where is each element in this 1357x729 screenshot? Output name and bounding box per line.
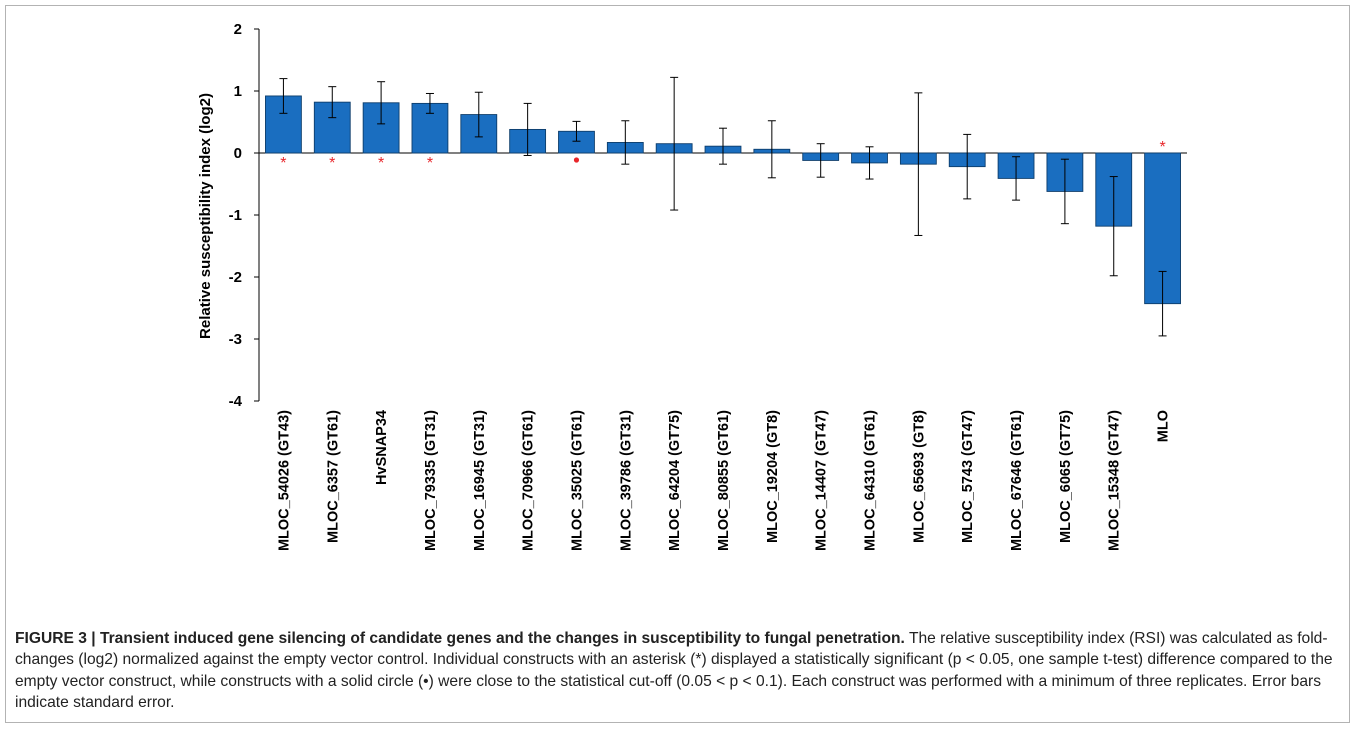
category-label: MLOC_39786 (GT31) xyxy=(618,410,634,551)
significance-asterisk: * xyxy=(329,155,335,172)
category-label: MLOC_19204 (GT8) xyxy=(765,410,781,543)
y-tick-label: -3 xyxy=(229,331,242,348)
error-bars xyxy=(279,76,1167,337)
significance-asterisk: * xyxy=(1159,139,1165,156)
category-label: MLOC_54026 (GT43) xyxy=(276,410,292,551)
category-label: MLOC_70966 (GT61) xyxy=(521,410,537,551)
y-axis-label: Relative susceptibility index (log2) xyxy=(197,93,214,339)
category-label: MLOC_6357 (GT61) xyxy=(325,410,341,543)
category-label: MLOC_65693 (GT8) xyxy=(911,410,927,543)
near-significance-dot xyxy=(573,157,580,163)
y-tick-label: 2 xyxy=(234,21,242,38)
bar-chart: 210-1-2-3-4 * * * ** MLOC_54026 (GT43) MLOC_… xyxy=(197,21,1187,551)
category-label: MLO xyxy=(1156,410,1172,442)
category-label: MLOC_5743 (GT47) xyxy=(960,410,976,543)
figure-frame xyxy=(5,5,1350,723)
category-label: MLOC_64310 (GT61) xyxy=(863,410,879,551)
category-label: MLOC_15348 (GT47) xyxy=(1107,410,1123,551)
category-label: MLOC_6065 (GT75) xyxy=(1058,410,1074,543)
bars xyxy=(265,95,1181,305)
y-tick-label: -4 xyxy=(229,393,243,410)
caption-text: The relative susceptibility index (RSI) … xyxy=(15,630,1333,711)
category-label: MLOC_16945 (GT31) xyxy=(472,410,488,551)
y-tick-label: -1 xyxy=(229,207,242,224)
y-tick-label: 0 xyxy=(234,145,242,162)
significance-asterisk: * xyxy=(427,155,433,172)
category-label: MLOC_14407 (GT47) xyxy=(814,410,830,551)
significance-asterisk: * xyxy=(280,155,286,172)
significance-markers: * * * * * xyxy=(280,139,1165,172)
category-label: MLOC_35025 (GT61) xyxy=(569,410,585,551)
category-label: MLOC_64204 (GT75) xyxy=(667,410,683,551)
category-label: MLOC_80855 (GT61) xyxy=(716,410,732,551)
y-tick-label: -2 xyxy=(229,269,242,286)
caption-label: FIGURE 3 | Transient induced gene silenc… xyxy=(15,630,905,647)
y-axis: 2 1 0 -1 -2 -3 -4 xyxy=(229,21,1187,410)
category-label: MLOC_67646 (GT61) xyxy=(1009,410,1025,551)
category-label: MLOC_79335 (GT31) xyxy=(423,410,439,551)
y-tick-label: 1 xyxy=(234,83,242,100)
significance-asterisk: * xyxy=(378,155,384,172)
category-labels: MLOC_54026 (GT43) MLOC_6357 (GT61) HvSNAP3… xyxy=(276,410,1171,551)
figure-caption: FIGURE 3 | Transient induced gene silenc… xyxy=(15,628,1343,713)
category-label: HvSNAP34 xyxy=(374,410,390,485)
